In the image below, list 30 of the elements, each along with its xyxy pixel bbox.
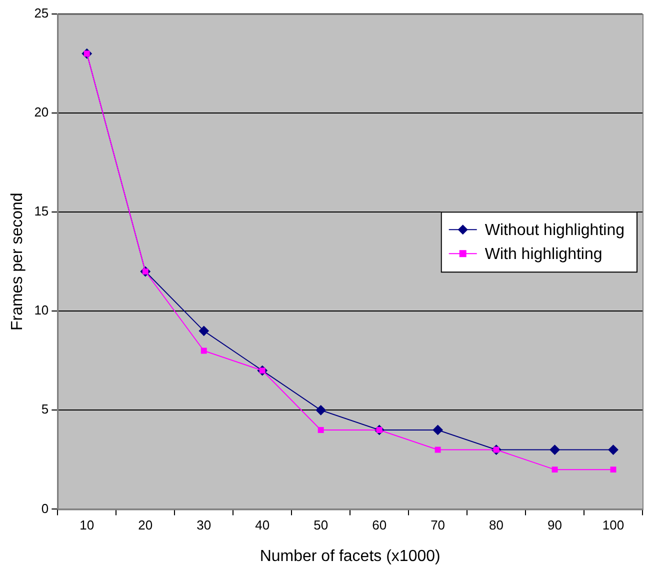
- x-tick-label: 90: [548, 518, 562, 533]
- legend-label: With highlighting: [484, 246, 602, 264]
- point: [552, 466, 558, 473]
- legend-label: Without highlighting: [484, 222, 624, 240]
- point: [432, 424, 443, 435]
- x-tick-label: 100: [602, 518, 624, 533]
- x-tick-label: 10: [80, 518, 94, 533]
- x-tick-label: 40: [255, 518, 270, 533]
- point: [550, 444, 560, 455]
- x-tick-label: 80: [489, 518, 504, 533]
- y-tick-label: 25: [34, 6, 49, 21]
- x-tick-label: 50: [314, 518, 328, 533]
- y-tick-label: 5: [41, 402, 49, 417]
- y-tick-label: 15: [34, 204, 49, 219]
- point: [316, 405, 326, 416]
- point: [434, 446, 441, 453]
- point: [318, 426, 324, 433]
- x-tick-label: 70: [430, 518, 446, 533]
- y-tick-label: 0: [41, 500, 49, 516]
- y-axis-title: Frames per second: [9, 192, 26, 331]
- y-tick-label: 10: [34, 302, 49, 318]
- point: [608, 444, 618, 455]
- x-tick-label: 60: [372, 518, 387, 533]
- point: [610, 466, 616, 473]
- point: [198, 326, 209, 336]
- x-tick-label: 20: [138, 518, 153, 533]
- x-axis-title: Number of facets (x1000): [260, 548, 440, 565]
- x-tick-label: 30: [196, 518, 212, 533]
- y-tick-label: 20: [34, 104, 49, 120]
- point: [200, 348, 207, 354]
